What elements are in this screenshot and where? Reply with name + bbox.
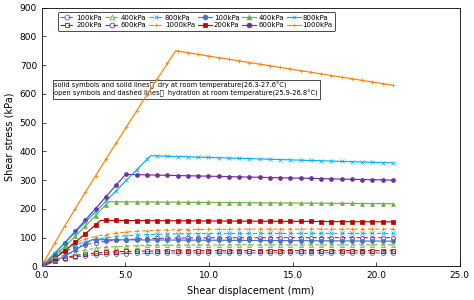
Legend: 100kPa, 200kPa, 400kPa, 600kPa, 800kPa, 1000kPa, 100kPa, 200kPa, 400kPa, 600kPa,: 100kPa, 200kPa, 400kPa, 600kPa, 800kPa, … bbox=[58, 12, 335, 31]
Text: solid symbols and solid lines：  dry at room temperature(26.3-27.6°C)
open symbol: solid symbols and solid lines： dry at ro… bbox=[55, 81, 318, 97]
X-axis label: Shear displacement (mm): Shear displacement (mm) bbox=[187, 286, 314, 296]
Y-axis label: Shear stress (kPa): Shear stress (kPa) bbox=[4, 93, 14, 181]
